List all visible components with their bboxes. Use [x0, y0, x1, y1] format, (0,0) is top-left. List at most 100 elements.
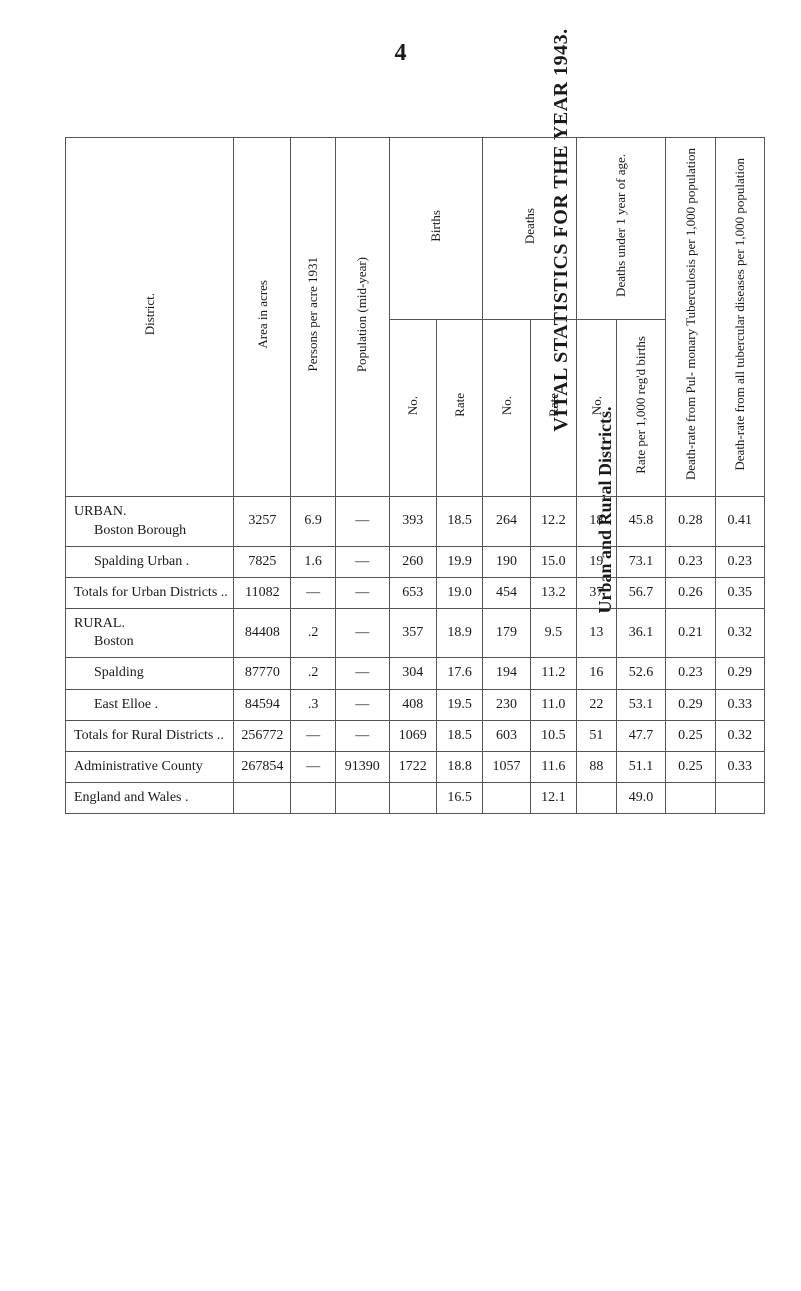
cell: 357	[389, 609, 436, 658]
row-totals-urban: Totals for Urban Districts .. 11082 — — …	[66, 577, 765, 608]
cell: 1069	[389, 720, 436, 751]
page: 4 VITAL STATISTICS FOR THE YEAR 1943. Ur…	[0, 0, 801, 1291]
col-area-label: Area in acres	[255, 276, 271, 353]
cell: 22	[577, 689, 617, 720]
row-rural-east-elloe: East Elloe . 84594 .3 — 408 19.5 230 11.…	[66, 689, 765, 720]
col-births-label: Births	[428, 206, 444, 246]
row-urban-spalding: Spalding Urban . 7825 1.6 — 260 19.9 190…	[66, 546, 765, 577]
cell: 87770	[234, 658, 291, 689]
cell: 0.21	[666, 609, 715, 658]
name-spalding: Spalding	[66, 658, 234, 689]
col-births-no: No.	[389, 320, 436, 497]
cell: 0.28	[666, 497, 715, 546]
cell: 230	[483, 689, 530, 720]
cell: 408	[389, 689, 436, 720]
cell: —	[335, 546, 389, 577]
col-births-rate-label: Rate	[452, 389, 468, 421]
cell: —	[291, 720, 336, 751]
col-all: Death-rate from all tubercular diseases …	[715, 138, 764, 497]
cell: 0.25	[666, 752, 715, 783]
header-row-1: District. Area in acres Persons per acre…	[66, 138, 765, 320]
cell: 1057	[483, 752, 530, 783]
col-ppa-label: Persons per acre 1931	[305, 253, 321, 375]
col-pul-label: Death-rate from Pul- monary Tuberculosis…	[683, 144, 699, 484]
cell: 11082	[234, 577, 291, 608]
name-totals-rural: Totals for Rural Districts ..	[66, 720, 234, 751]
cell: 3257	[234, 497, 291, 546]
cell: 0.32	[715, 609, 764, 658]
cell: 19.9	[436, 546, 482, 577]
cell: 53.1	[616, 689, 665, 720]
cell: 36.1	[616, 609, 665, 658]
cell: 190	[483, 546, 530, 577]
cell: 16.5	[436, 783, 482, 814]
cell: 0.33	[715, 689, 764, 720]
col-district: District.	[66, 138, 234, 497]
cell: 264	[483, 497, 530, 546]
cell: 84408	[234, 609, 291, 658]
table-container: District. Area in acres Persons per acre…	[0, 137, 801, 814]
cell: .3	[291, 689, 336, 720]
col-pul: Death-rate from Pul- monary Tuberculosis…	[666, 138, 715, 497]
cell	[234, 783, 291, 814]
cell: 52.6	[616, 658, 665, 689]
section-urban: URBAN.	[74, 504, 127, 519]
col-deaths-no-label: No.	[499, 392, 515, 419]
name-spalding-urban: Spalding Urban .	[66, 546, 234, 577]
cell: —	[291, 752, 336, 783]
cell: 51.1	[616, 752, 665, 783]
cell: —	[335, 497, 389, 546]
cell: 13.2	[530, 577, 576, 608]
cell: 7825	[234, 546, 291, 577]
cell: 179	[483, 609, 530, 658]
cell: —	[335, 609, 389, 658]
cell	[291, 783, 336, 814]
cell: 49.0	[616, 783, 665, 814]
cell: 256772	[234, 720, 291, 751]
cell: 19.5	[436, 689, 482, 720]
col-births: Births	[389, 138, 483, 320]
cell: 18.5	[436, 720, 482, 751]
cell: 37	[577, 577, 617, 608]
cell: 15.0	[530, 546, 576, 577]
col-area: Area in acres	[234, 138, 291, 497]
col-deaths-rate: Rate	[530, 320, 576, 497]
cell: 19.0	[436, 577, 482, 608]
col-u1-no: No.	[577, 320, 617, 497]
cell: 393	[389, 497, 436, 546]
cell: 73.1	[616, 546, 665, 577]
page-number: 4	[0, 40, 801, 67]
row-rural-spalding: Spalding 87770 .2 — 304 17.6 194 11.2 16…	[66, 658, 765, 689]
cell: —	[335, 577, 389, 608]
cell	[715, 783, 764, 814]
col-births-no-label: No.	[405, 392, 421, 419]
cell: 0.32	[715, 720, 764, 751]
cell: 653	[389, 577, 436, 608]
row-admin-county: Administrative County 267854 — 91390 172…	[66, 752, 765, 783]
cell	[335, 783, 389, 814]
cell: 11.2	[530, 658, 576, 689]
row-totals-rural: Totals for Rural Districts .. 256772 — —…	[66, 720, 765, 751]
cell: 1.6	[291, 546, 336, 577]
col-u1-no-label: No.	[589, 392, 605, 419]
cell: 18.5	[436, 497, 482, 546]
cell: 0.25	[666, 720, 715, 751]
cell: 18.8	[436, 752, 482, 783]
cell: 56.7	[616, 577, 665, 608]
col-u1-rate-label: Rate per 1,000 reg'd births	[633, 332, 649, 478]
cell: 267854	[234, 752, 291, 783]
cell: 0.26	[666, 577, 715, 608]
row-urban-boston-borough: URBAN. Boston Borough 3257 6.9 — 393 18.…	[66, 497, 765, 546]
cell: 16	[577, 658, 617, 689]
cell: 603	[483, 720, 530, 751]
cell: 0.35	[715, 577, 764, 608]
cell: 0.41	[715, 497, 764, 546]
cell: 91390	[335, 752, 389, 783]
cell: 47.7	[616, 720, 665, 751]
cell: 0.23	[666, 546, 715, 577]
text: Spalding	[74, 664, 144, 682]
cell: 11.0	[530, 689, 576, 720]
cell	[577, 783, 617, 814]
col-all-label: Death-rate from all tubercular diseases …	[732, 154, 748, 475]
cell: 17.6	[436, 658, 482, 689]
